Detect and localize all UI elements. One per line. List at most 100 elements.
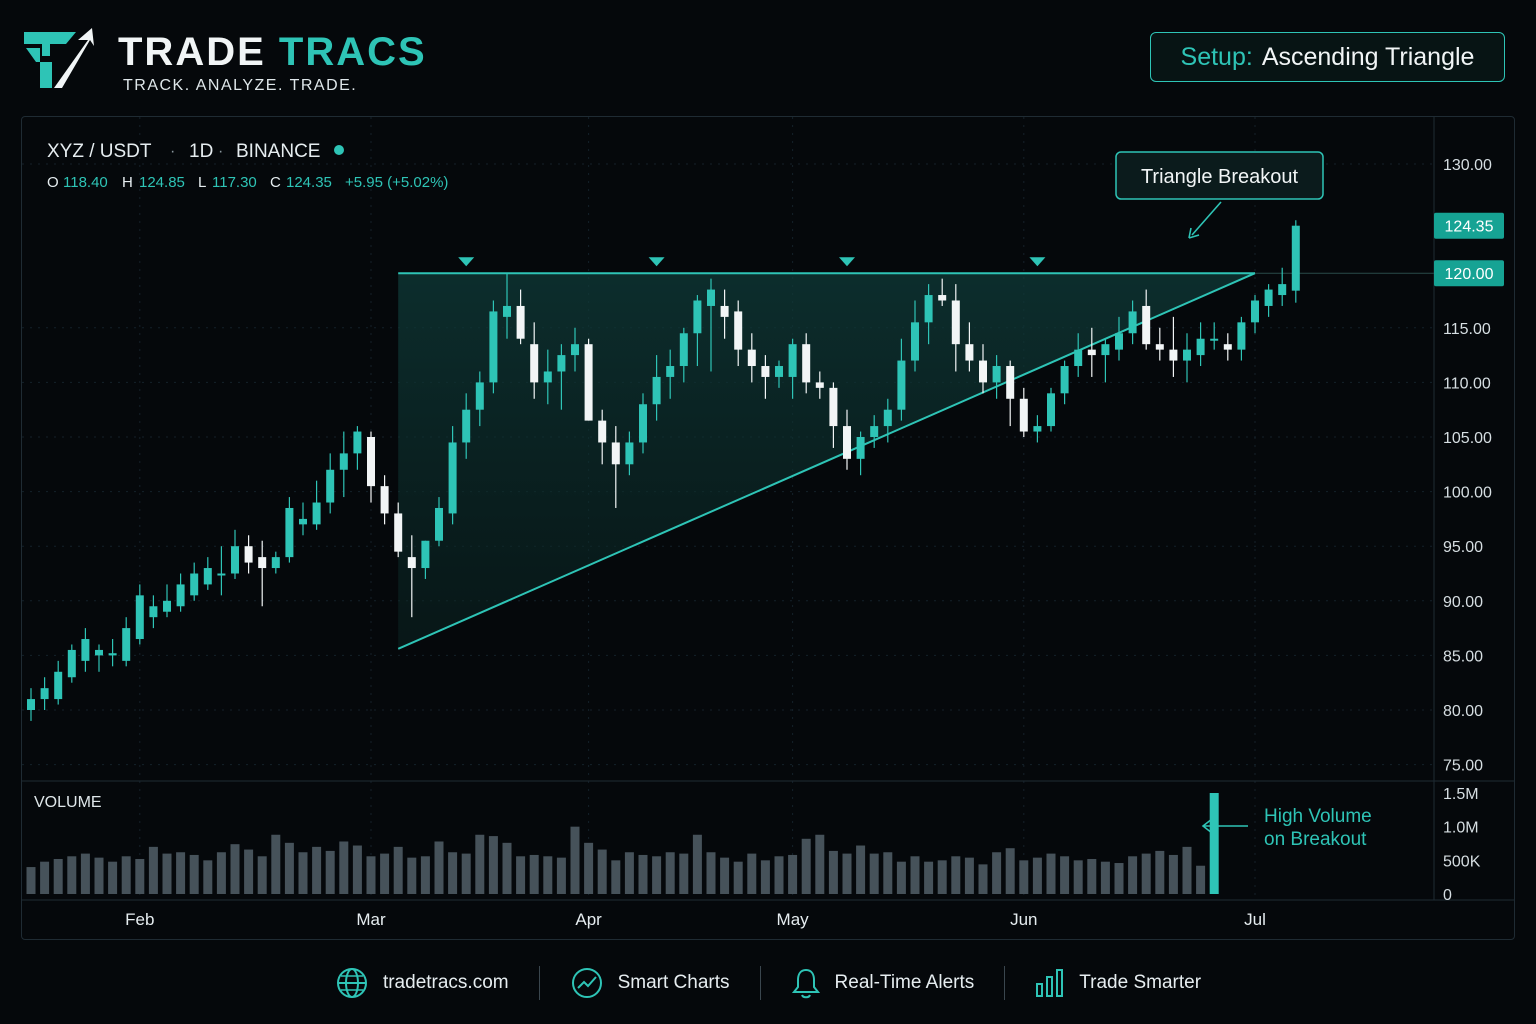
interval-label: 1D: [189, 141, 213, 162]
globe-icon: [336, 968, 367, 998]
setup-value: Ascending Triangle: [1261, 42, 1475, 71]
candle-body: [503, 305, 511, 317]
breakout-callout: [1115, 151, 1324, 200]
candle-body: [95, 649, 103, 656]
candle: [1155, 327, 1164, 361]
candle: [448, 426, 457, 525]
candle: [217, 546, 226, 596]
high-value: 124.85: [139, 174, 185, 191]
volume-bar: [556, 857, 566, 894]
candle-body: [1019, 398, 1028, 432]
y-tick-label: 95.00: [1443, 539, 1483, 556]
y-tick-label: 115.00: [1443, 321, 1491, 338]
candle: [176, 573, 185, 612]
price-tag-label: 124.35: [1445, 219, 1494, 236]
volume-bar: [244, 849, 254, 894]
support-line: [397, 272, 1256, 650]
volume-bar: [339, 841, 349, 894]
volume-bar: [815, 834, 825, 894]
candle-body: [394, 513, 403, 552]
volume-bar: [352, 845, 362, 894]
footer-item-smart-charts[interactable]: Smart Charts: [540, 966, 760, 1000]
volume-bar: [679, 853, 689, 894]
volume-bar: [1128, 856, 1138, 894]
candle: [965, 322, 974, 372]
brand-tagline: TRACK. ANALYZE. TRADE.: [123, 77, 358, 94]
candle-body: [312, 502, 321, 525]
candle-body: [258, 557, 267, 569]
volume-tick-label: 500K: [1443, 853, 1481, 870]
candle: [843, 409, 851, 470]
volume-bar: [312, 846, 322, 894]
y-tick-label: 75.00: [1443, 758, 1483, 775]
volume-bar: [284, 842, 294, 894]
x-tick-label: Feb: [125, 910, 154, 929]
candle: [992, 355, 1001, 399]
candle-body: [40, 688, 49, 700]
candle: [122, 617, 131, 667]
candle-body: [938, 295, 947, 301]
candle: [203, 557, 212, 590]
volume-bar: [366, 856, 376, 894]
candle: [149, 595, 158, 629]
candle: [911, 300, 919, 372]
candle: [666, 349, 675, 399]
candle: [775, 360, 783, 388]
candle-body: [1155, 344, 1164, 350]
candle: [1210, 322, 1219, 350]
candle-body: [67, 649, 76, 678]
candle: [679, 327, 688, 383]
candle-body: [788, 344, 797, 377]
candle: [326, 453, 335, 514]
open-value: 118.40: [63, 174, 108, 191]
volume-bar: [407, 857, 417, 894]
candle: [394, 502, 403, 558]
candle: [1033, 415, 1042, 443]
candle-body: [639, 404, 647, 443]
candle: [312, 480, 321, 530]
candle: [761, 355, 770, 399]
footer-item-trade-smarter[interactable]: Trade Smarter: [1005, 968, 1231, 998]
candle: [1169, 316, 1178, 377]
candle: [924, 284, 933, 345]
candle-body: [1196, 338, 1205, 356]
candle-body: [1128, 311, 1137, 334]
candle-body: [571, 344, 579, 356]
volume-bar: [135, 858, 145, 894]
candle: [231, 529, 239, 579]
volume-bar: [1196, 865, 1206, 894]
x-tick-label: Apr: [575, 910, 602, 929]
candle-body: [679, 333, 688, 367]
volume-bar: [1087, 858, 1097, 894]
volume-bar: [26, 867, 36, 894]
bell-icon: [791, 968, 820, 999]
volume-bar: [434, 841, 444, 894]
volume-bar: [40, 861, 50, 894]
candle: [1251, 295, 1259, 334]
candle-body: [625, 442, 634, 465]
candle-body: [965, 344, 974, 361]
candle-body: [707, 289, 715, 306]
candle: [1237, 316, 1246, 361]
footer-item-website[interactable]: tradetracs.com: [305, 966, 539, 1000]
candle-body: [1291, 225, 1300, 291]
candle-body: [339, 453, 348, 470]
footer-item-alerts[interactable]: Real-Time Alerts: [761, 966, 1005, 1000]
candle-body: [666, 366, 675, 377]
x-tick-label: Jul: [1244, 910, 1266, 929]
candle: [543, 349, 552, 405]
candle-body: [802, 344, 811, 383]
candle: [1278, 267, 1287, 306]
x-tick-label: Jun: [1010, 910, 1037, 929]
candle: [788, 338, 797, 399]
y-tick-label: 100.00: [1443, 485, 1492, 502]
volume-bar: [1046, 853, 1056, 894]
brand-logo-icon: [24, 28, 94, 88]
y-tick-label: 105.00: [1443, 430, 1492, 447]
change-value: +5.95 (+5.02%): [345, 174, 448, 191]
brand-name-part2: TRACS: [278, 30, 427, 74]
volume-bar: [121, 856, 131, 894]
volume-bar: [1155, 850, 1165, 894]
volume-bar: [1060, 856, 1070, 894]
